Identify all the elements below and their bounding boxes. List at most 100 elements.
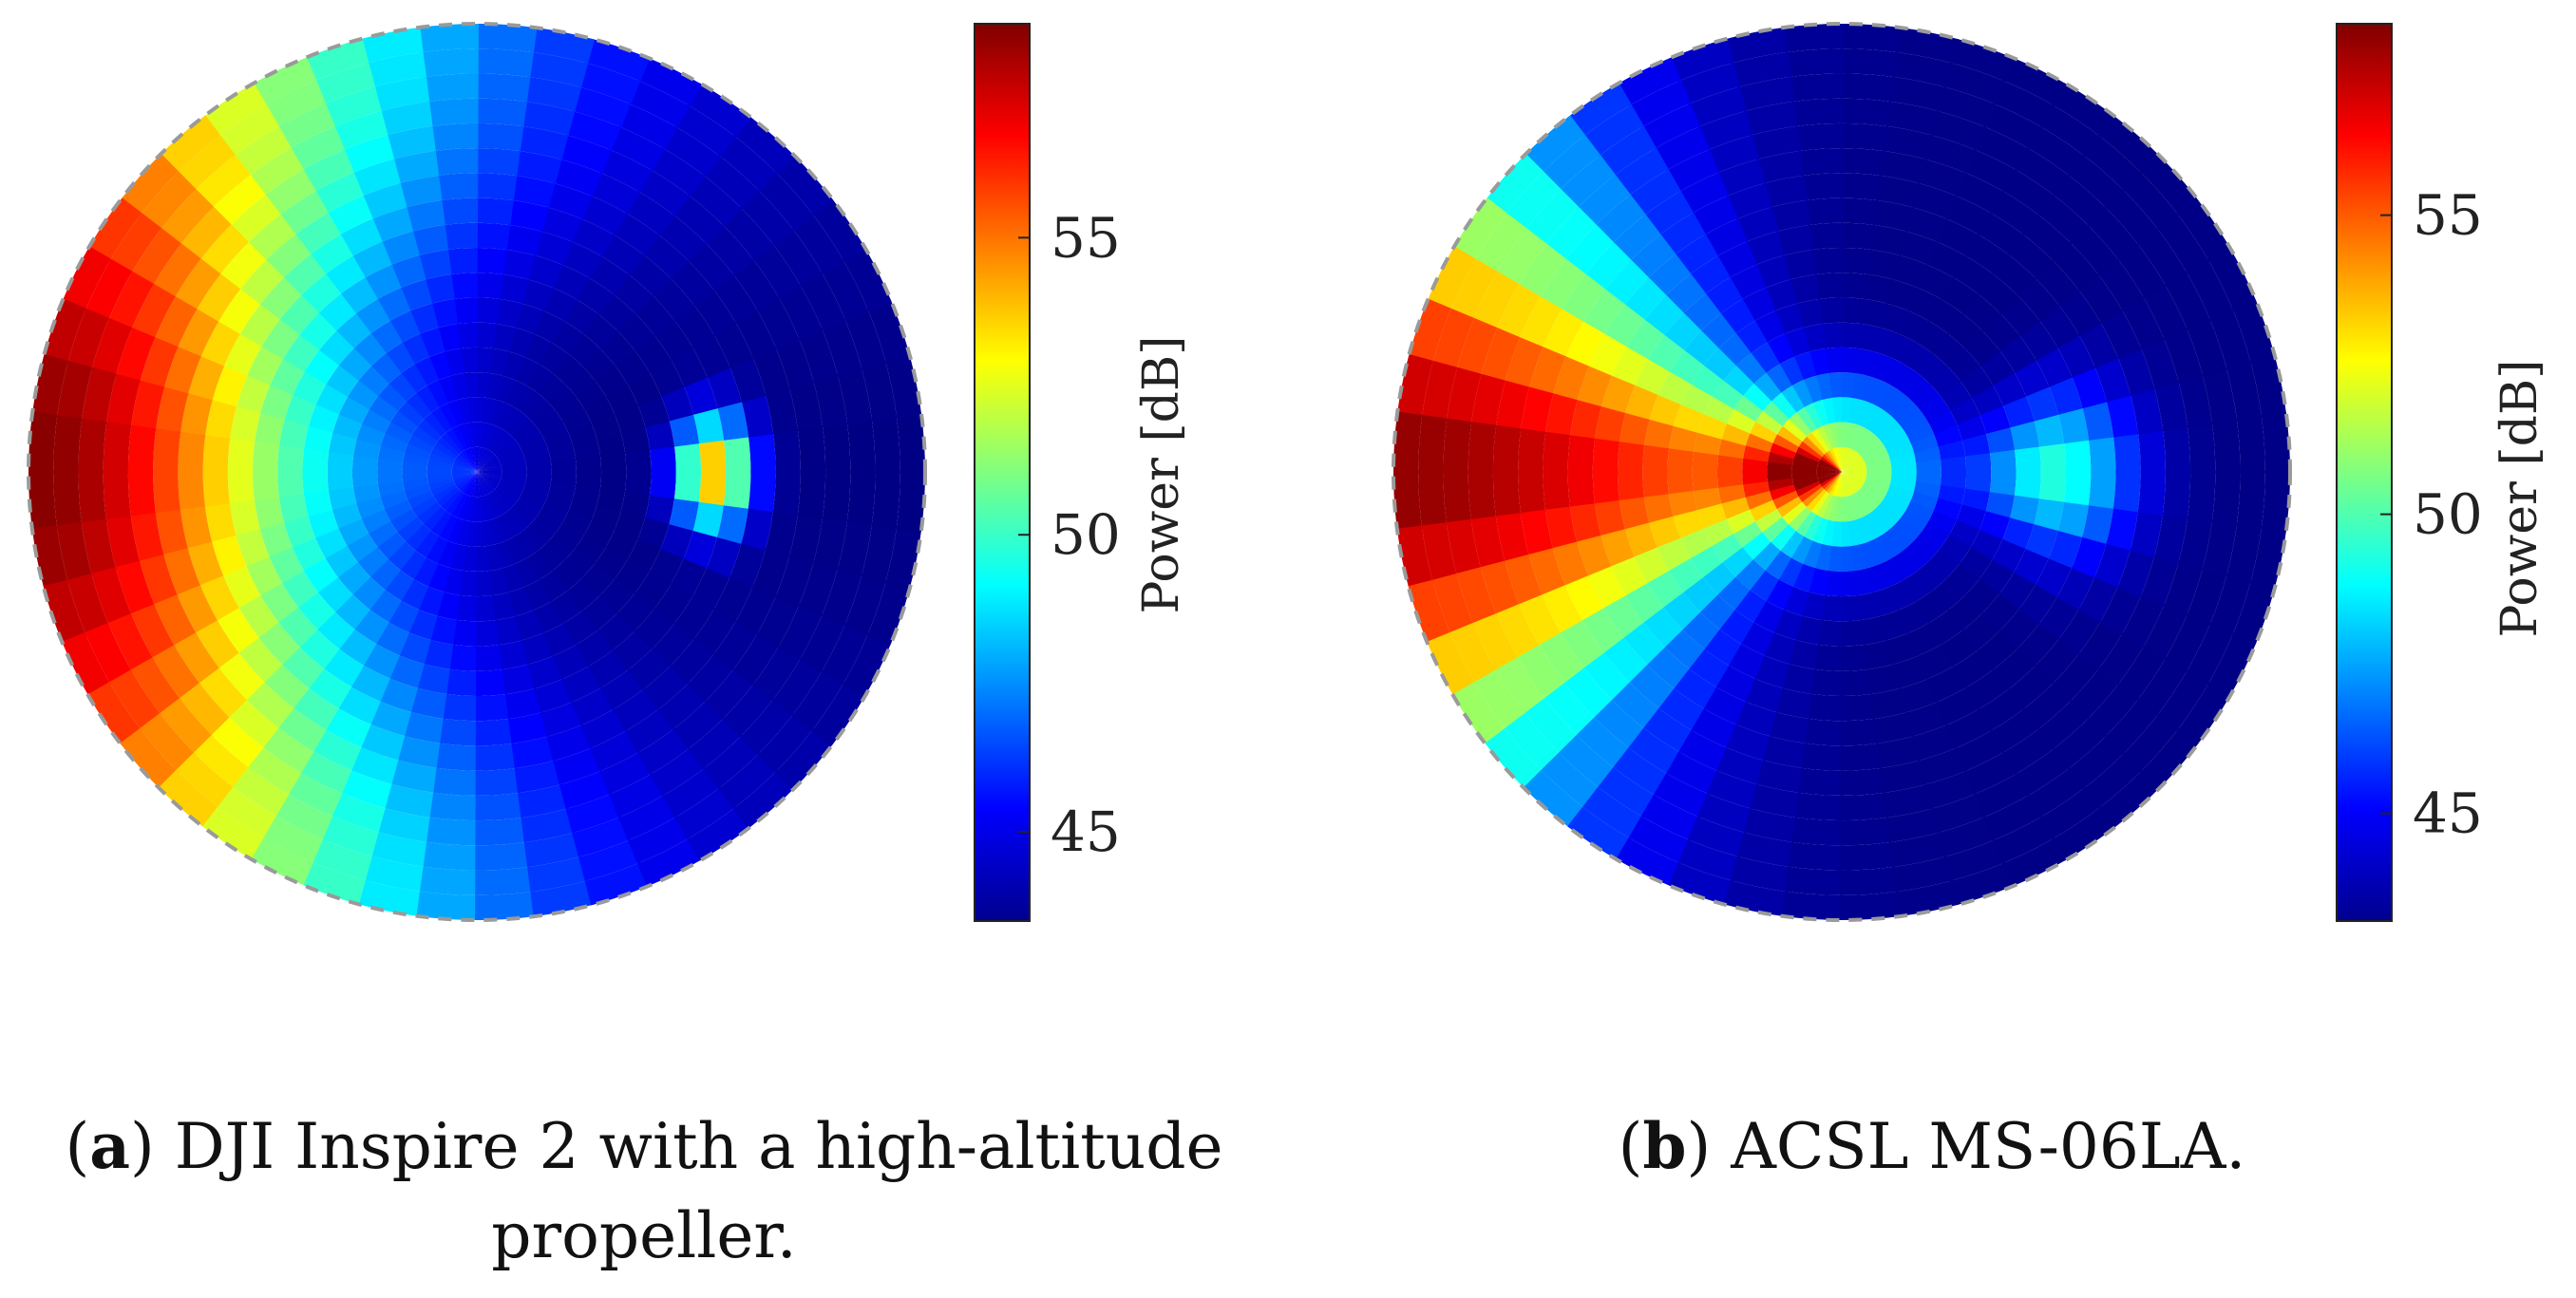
polar-cell (2176, 198, 2231, 262)
polar-cell (357, 366, 389, 397)
polar-cell (1808, 693, 1843, 722)
polar-cell (389, 254, 426, 289)
polar-cell (180, 683, 232, 738)
polar-cell (1854, 491, 1873, 516)
polar-cell (469, 497, 478, 522)
polar-cell (1816, 468, 1842, 473)
polar-cell (1736, 76, 1795, 112)
polar-cell (1542, 309, 1584, 359)
polar-cell (2078, 575, 2119, 623)
polar-cell (713, 321, 754, 368)
polar-cell (1865, 478, 1890, 492)
polar-cell (399, 632, 433, 665)
polar-cell (1769, 442, 1796, 460)
polar-cell (590, 729, 640, 772)
polar-cell (504, 536, 527, 565)
polar-cell (1828, 372, 1843, 398)
polar-cell (1926, 241, 1967, 279)
polar-cell (2017, 622, 2060, 667)
polar-cell (1692, 471, 1719, 493)
polar-cell (791, 669, 844, 731)
polar-cell (1840, 23, 1903, 53)
polar-cell (202, 470, 231, 509)
polar-cell (1886, 392, 1913, 420)
polar-cell (499, 273, 530, 304)
polar-cell (424, 640, 455, 670)
polar-cell (289, 126, 345, 171)
colorbar-tick-label: 45 (1051, 799, 1121, 864)
polar-cell (514, 760, 562, 794)
polar-cell (1702, 562, 1737, 596)
polar-cell (115, 328, 156, 384)
polar-cell (299, 273, 342, 314)
polar-cell (1523, 769, 1585, 829)
polar-cell (140, 554, 179, 607)
polar-cell (282, 254, 327, 297)
polar-cell (196, 620, 241, 670)
polar-cell (821, 567, 862, 627)
polar-cell (722, 206, 774, 261)
polar-cell (1561, 273, 1606, 324)
polar-cell (1755, 410, 1783, 435)
polar-cell (446, 247, 478, 275)
polar-cell (1712, 380, 1744, 410)
polar-cell (2035, 259, 2080, 307)
polar-cell (426, 471, 452, 480)
polar-cell (1842, 471, 1867, 476)
polar-cell (495, 615, 523, 646)
polar-cell (233, 767, 292, 818)
polar-cell (552, 352, 583, 385)
polar-cell (426, 464, 452, 473)
polar-cell (1810, 491, 1829, 516)
polar-cell (521, 101, 576, 136)
polar-cell (455, 457, 477, 472)
polar-cell (2007, 665, 2055, 710)
polar-cell (529, 401, 557, 427)
polar-cell (511, 419, 537, 442)
polar-cell (504, 224, 542, 256)
polar-cell (229, 194, 281, 244)
polar-cell (1576, 717, 1631, 769)
polar-cell (227, 471, 256, 506)
polar-cell (1873, 712, 1914, 744)
polar-cell (504, 687, 542, 720)
polar-cell (624, 448, 652, 473)
polar-cell (475, 718, 514, 746)
polar-cell (635, 294, 675, 337)
polar-cell (1811, 668, 1843, 697)
polar-cell (1932, 576, 1966, 611)
polar-cell (1930, 793, 1986, 834)
polar-cell (526, 471, 552, 482)
colorbar-b (2336, 23, 2393, 922)
polar-cell (548, 445, 576, 462)
polar-cell (572, 816, 632, 857)
polar-cell (1647, 254, 1692, 297)
polar-cell (1985, 425, 2016, 454)
polar-cell (634, 571, 672, 610)
polar-cell (475, 792, 524, 821)
polar-cell (1977, 273, 2019, 314)
polar-cell (1992, 537, 2027, 573)
polar-cell (597, 432, 626, 457)
polar-cell (2097, 632, 2145, 686)
polar-cell (1821, 594, 1843, 622)
polar-cell (1543, 470, 1571, 513)
polar-cell (1941, 277, 1979, 315)
polar-cell (1753, 600, 1786, 633)
polar-cell (437, 436, 460, 458)
polar-cell (612, 273, 654, 314)
polar-cell (476, 247, 507, 275)
polar-cell (1927, 509, 1958, 535)
polar-cell (705, 224, 755, 276)
polar-cell (1687, 86, 1747, 128)
polar-cell (506, 506, 530, 532)
polar-cell (1468, 422, 1497, 474)
polar-cell (1842, 447, 1848, 472)
polar-cell (2022, 214, 2072, 262)
polar-cell (1840, 148, 1885, 177)
polar-cell (2211, 418, 2241, 474)
polar-cell (233, 125, 292, 177)
polar-cell (514, 150, 562, 184)
polar-cell (2001, 837, 2068, 887)
polar-cell (562, 509, 593, 535)
